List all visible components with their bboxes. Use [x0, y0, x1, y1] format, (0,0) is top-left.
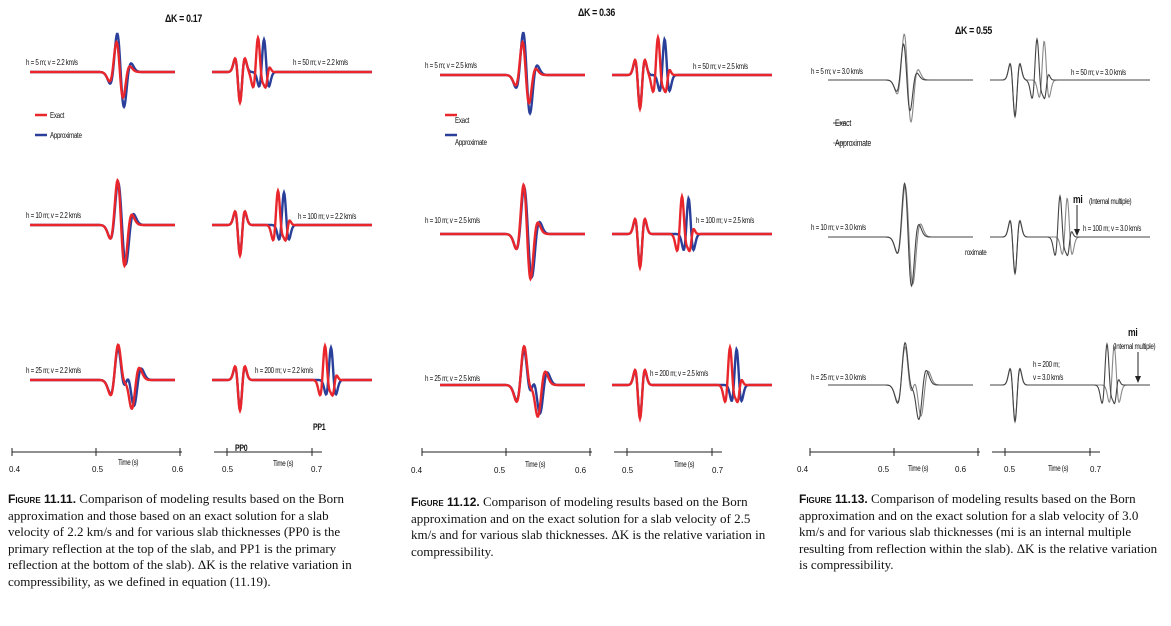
axis-tick: 0.4	[411, 466, 423, 475]
trace-label: h = 5 m; v = 3.0 km/s	[811, 67, 863, 76]
axis-tick: 0.5	[494, 466, 506, 475]
trace-label: h = 25 m; v = 3.0 km/s	[811, 373, 866, 382]
axis-tick: 0.6	[172, 465, 184, 474]
figure-caption: Figure 11.13. Comparison of modeling res…	[799, 491, 1164, 574]
trace-left-1-exact-line	[30, 178, 175, 269]
trace-label: h = 25 m; v = 2.5 km/s	[425, 374, 480, 383]
mi-annotation-sub: (Internal multiple)	[1113, 342, 1156, 351]
trace-label: h = 5 m; v = 2.5 km/s	[425, 61, 477, 70]
caption-text: Comparison of modeling results based on …	[8, 491, 352, 589]
trace-left-2-exact-line	[30, 343, 175, 411]
trace-left-1-approximate-line	[30, 180, 175, 266]
mi-annotation: mi	[1073, 194, 1083, 206]
axis-label: Time (s)	[908, 464, 929, 473]
trace-left-2-approximate-line	[30, 346, 175, 408]
trace-label: h = 100 m; v = 3.0 km/s	[1083, 224, 1142, 233]
axis-label: Time (s)	[273, 459, 294, 468]
trace-right-2-exact-line	[990, 342, 1150, 424]
axis-tick: 0.5	[222, 465, 234, 474]
legend-exact-label: Exact	[455, 116, 470, 125]
trace-left-1-exact-line	[828, 182, 973, 288]
delta-k-label: ΔK = 0.17	[165, 13, 202, 25]
trace-label: h = 100 m; v = 2.2 km/s	[298, 212, 357, 221]
trace-right-0-exact-line	[612, 33, 772, 113]
figure-caption: Figure 11.12. Comparison of modeling res…	[411, 494, 773, 560]
axis-tick: 0.6	[575, 466, 587, 475]
trace-label: v = 3.0 km/s	[1033, 373, 1064, 382]
caption-text: Comparison of modeling results based on …	[799, 491, 1158, 572]
trace-left-0-approximate-line	[30, 32, 175, 110]
axis-tick: 0.5	[1004, 465, 1016, 474]
trace-label: h = 25 m; v = 2.2 km/s	[26, 366, 81, 375]
legend-approx-label: Approximate	[50, 131, 82, 140]
axis-tick: 0.6	[955, 465, 967, 474]
trace-left-1-exact-line	[440, 182, 585, 282]
trace-left-2-exact-line	[828, 341, 973, 421]
axis-tick: 0.7	[311, 465, 323, 474]
axis-tick: 0.5	[878, 465, 890, 474]
figure-caption: Figure 11.11. Comparison of modeling res…	[8, 491, 368, 590]
axis-label: Time (s)	[525, 460, 546, 469]
axis-tick: 0.4	[797, 465, 809, 474]
trace-right-0-exact-line	[212, 34, 372, 107]
trace-label: h = 50 m; v = 3.0 km/s	[1071, 68, 1126, 77]
trace-label: h = 50 m; v = 2.2 km/s	[293, 58, 348, 67]
trace-left-0-approximate-line	[828, 33, 973, 124]
trace-right-1-exact-line	[990, 194, 1150, 276]
legend-exact-label: Exact	[835, 118, 852, 128]
stray-label: roximate	[965, 248, 987, 257]
axis-tick: 0.7	[1090, 465, 1102, 474]
delta-k-label: ΔK = 0.55	[955, 25, 992, 37]
caption-label: Figure 11.13.	[799, 492, 868, 506]
trace-label: h = 5 m; v = 2.2 km/s	[26, 58, 78, 67]
mi-annotation: mi	[1128, 327, 1138, 339]
caption-text: Comparison of modeling results based on …	[411, 494, 766, 559]
delta-k-label: ΔK = 0.36	[578, 7, 615, 19]
axis-label: Time (s)	[1048, 464, 1069, 473]
trace-right-1-exact-line	[612, 192, 772, 272]
trace-right-2-exact-line	[212, 342, 372, 415]
trace-label: h = 100 m; v = 2.5 km/s	[696, 216, 755, 225]
trace-left-0-exact-line	[440, 39, 585, 106]
trace-left-1-approximate-line	[440, 185, 585, 279]
trace-right-2-exact-line	[612, 343, 772, 423]
trace-right-0-exact-line	[990, 37, 1150, 119]
axis-tick: 0.5	[92, 465, 104, 474]
mi-arrow-head	[1135, 376, 1141, 383]
axis-label: Time (s)	[118, 458, 139, 467]
trace-label: h = 10 m; v = 3.0 km/s	[811, 223, 866, 232]
legend-approx-label: Approximate	[835, 138, 871, 148]
trace-label: h = 10 m; v = 2.5 km/s	[425, 216, 480, 225]
legend-approx-label: Approximate	[455, 138, 487, 147]
mi-annotation-sub: (Internal multiple)	[1089, 197, 1132, 206]
mi-arrow-head	[1074, 229, 1080, 236]
trace-label: h = 50 m; v = 2.5 km/s	[693, 62, 748, 71]
axis-tick: 0.4	[9, 465, 21, 474]
caption-label: Figure 11.12.	[411, 495, 480, 509]
trace-left-0-approximate-line	[440, 31, 585, 116]
caption-label: Figure 11.11.	[8, 492, 77, 506]
trace-label: h = 10 m; v = 2.2 km/s	[26, 211, 81, 220]
axis-tick: 0.7	[712, 466, 724, 475]
trace-left-0-exact-line	[828, 42, 973, 112]
pp1-annotation: PP1	[313, 422, 326, 432]
axis-tick: 0.5	[622, 466, 634, 475]
trace-right-1-exact-line	[212, 187, 372, 260]
axis-label: Time (s)	[674, 460, 695, 469]
trace-left-0-exact-line	[30, 39, 175, 100]
pp0-annotation: PP0	[235, 443, 248, 453]
trace-label: h = 200 m;	[1033, 360, 1060, 369]
trace-left-2-exact-line	[440, 344, 585, 418]
trace-label: h = 200 m; v = 2.5 km/s	[650, 369, 709, 378]
legend-exact-label: Exact	[50, 111, 65, 120]
trace-label: h = 200 m; v = 2.2 km/s	[255, 366, 314, 375]
